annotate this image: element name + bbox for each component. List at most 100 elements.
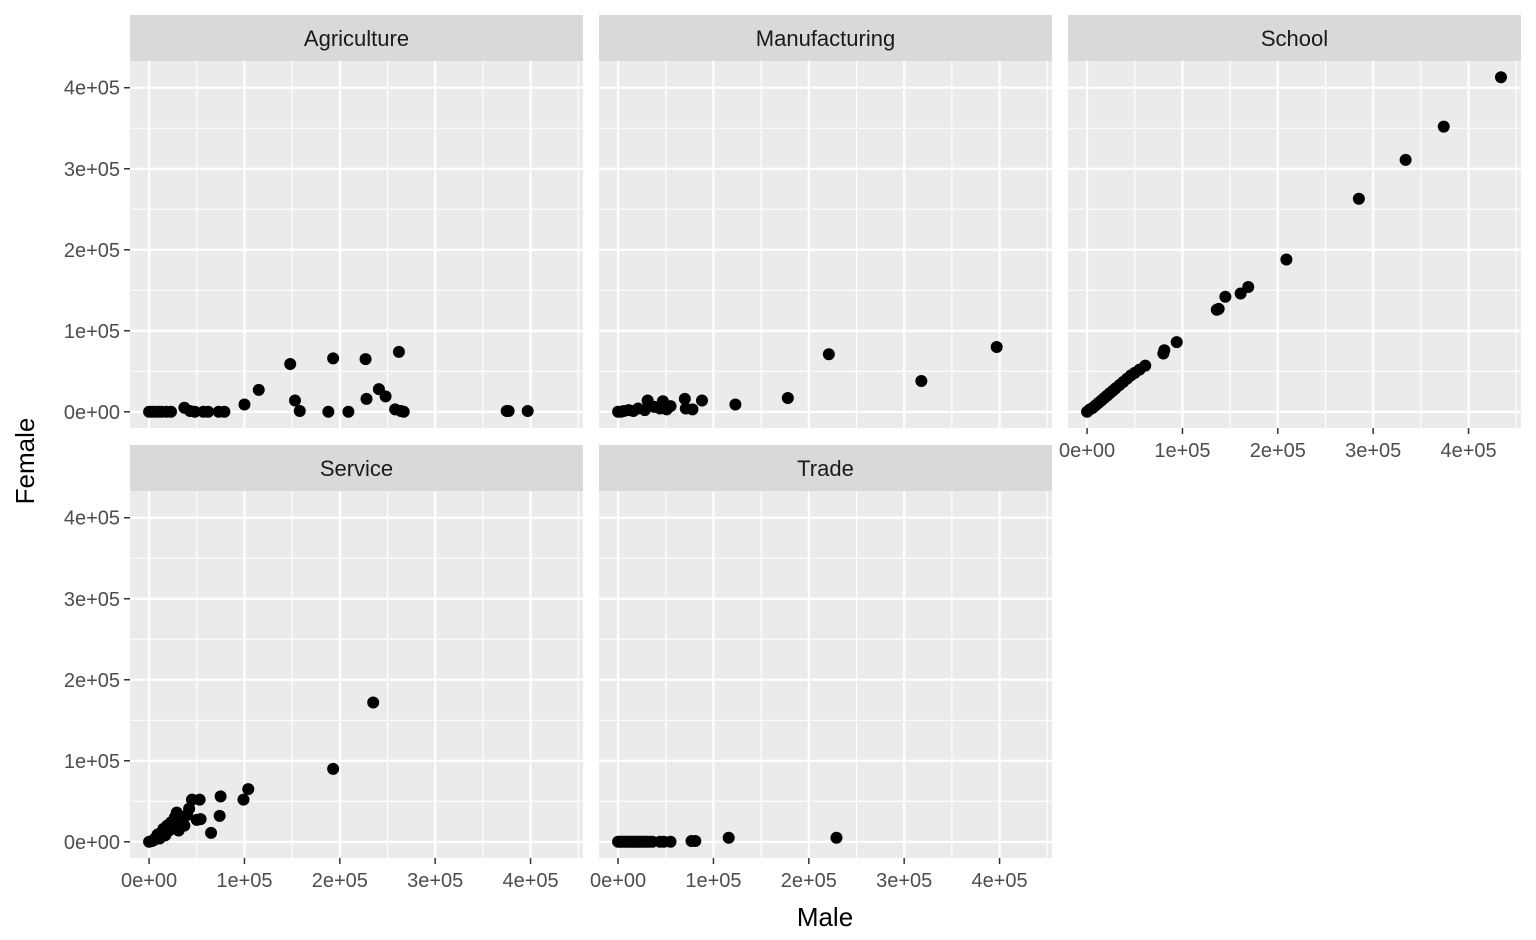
- data-point: [193, 793, 206, 806]
- x-tick-label: 2e+05: [1250, 440, 1306, 462]
- data-point: [729, 398, 742, 411]
- data-point: [1399, 153, 1412, 166]
- data-point: [664, 835, 677, 848]
- data-point: [1494, 71, 1507, 84]
- grid-lines: [599, 61, 1052, 428]
- data-point: [1219, 290, 1232, 303]
- data-point: [689, 834, 702, 847]
- x-tick-label: 0e+00: [121, 870, 177, 892]
- data-point: [781, 392, 794, 405]
- data-point: [342, 405, 355, 418]
- data-point: [1280, 253, 1293, 266]
- x-tick-label: 4e+05: [502, 870, 558, 892]
- data-point: [327, 762, 340, 775]
- data-point: [678, 392, 691, 405]
- data-point: [638, 404, 651, 417]
- facet-strip-trade: [599, 445, 1052, 491]
- x-tick-label: 2e+05: [312, 870, 368, 892]
- data-point: [327, 352, 340, 365]
- data-point: [830, 831, 843, 844]
- data-point: [1242, 281, 1255, 294]
- data-point: [165, 405, 178, 418]
- y-axis-agriculture: 0e+00 1e+05 2e+05 3e+05 4e+05: [64, 78, 130, 424]
- x-tick-label: 4e+05: [1440, 440, 1496, 462]
- data-point: [213, 809, 226, 822]
- data-point: [242, 783, 255, 796]
- y-axis-service: 0e+00 1e+05 2e+05 3e+05 4e+05: [64, 508, 130, 854]
- data-point: [990, 340, 1003, 353]
- grid-lines: [130, 61, 583, 428]
- x-tick-label: 0e+00: [590, 870, 646, 892]
- facet-strip-agriculture: [130, 15, 583, 61]
- y-tick-label: 1e+05: [64, 321, 120, 343]
- y-tick-label: 2e+05: [64, 240, 120, 262]
- data-point: [284, 357, 297, 370]
- facet-strip-service: [130, 445, 583, 491]
- grid-lines: [599, 491, 1052, 858]
- data-point: [214, 790, 227, 803]
- data-point: [1437, 120, 1450, 133]
- x-tick-label: 4e+05: [971, 870, 1027, 892]
- data-point: [1170, 336, 1183, 349]
- facet-strip-school: [1068, 15, 1521, 61]
- data-point: [237, 793, 250, 806]
- data-point: [1212, 302, 1225, 315]
- x-tick-label: 1e+05: [685, 870, 741, 892]
- x-tick-label: 3e+05: [876, 870, 932, 892]
- facet-panel-school: School 0e+00 1e+05 2e+05 3e+05 4e+05: [1059, 15, 1521, 462]
- data-point: [288, 394, 301, 407]
- facet-panels: Agriculture 0e+00 1e+05 2e+05 3e+05 4e+05 Manu…: [64, 15, 1521, 892]
- facet-strip-label: Agriculture: [304, 26, 409, 51]
- points-manufacturing: [612, 340, 1003, 418]
- data-point: [686, 403, 699, 416]
- data-point: [293, 404, 306, 417]
- facet-strip-label: Trade: [797, 456, 854, 481]
- data-point: [359, 353, 372, 366]
- data-point: [360, 392, 373, 405]
- y-tick-label: 1e+05: [64, 751, 120, 773]
- facet-strip-label: School: [1261, 26, 1328, 51]
- panel-background: [130, 61, 583, 428]
- facet-strip-manufacturing: [599, 15, 1052, 61]
- data-point: [194, 813, 207, 826]
- data-point: [367, 696, 380, 709]
- data-point: [695, 394, 708, 407]
- facet-panel-trade: Trade 0e+00 1e+05 2e+05 3e+05 4e+05: [590, 445, 1052, 892]
- x-tick-label: 2e+05: [781, 870, 837, 892]
- x-tick-label: 1e+05: [1154, 440, 1210, 462]
- data-point: [379, 390, 392, 403]
- data-point: [915, 375, 928, 388]
- y-tick-label: 2e+05: [64, 670, 120, 692]
- data-point: [397, 405, 410, 418]
- facet-panel-service: Service 0e+00 1e+05 2e+05 3e+05 4e+05 0e+00 1e+…: [64, 445, 583, 892]
- data-point: [1352, 192, 1365, 205]
- data-point: [1158, 344, 1171, 357]
- x-axis-trade: 0e+00 1e+05 2e+05 3e+05 4e+05: [590, 858, 1028, 892]
- data-point: [205, 826, 218, 839]
- data-point: [218, 405, 231, 418]
- x-tick-label: 3e+05: [407, 870, 463, 892]
- facet-panel-agriculture: Agriculture 0e+00 1e+05 2e+05 3e+05 4e+05: [64, 15, 583, 428]
- points-agriculture: [143, 345, 534, 418]
- facet-strip-label: Service: [320, 456, 393, 481]
- panel-background: [130, 491, 583, 858]
- points-school: [1081, 71, 1507, 418]
- data-point: [722, 831, 735, 844]
- x-tick-label: 1e+05: [216, 870, 272, 892]
- data-point: [521, 404, 534, 417]
- facet-strip-label: Manufacturing: [756, 26, 895, 51]
- data-point: [322, 405, 335, 418]
- x-tick-label: 3e+05: [1345, 440, 1401, 462]
- x-axis-service: 0e+00 1e+05 2e+05 3e+05 4e+05: [121, 858, 559, 892]
- panel-background: [599, 491, 1052, 858]
- y-tick-label: 4e+05: [64, 508, 120, 530]
- data-point: [202, 405, 215, 418]
- y-tick-label: 3e+05: [64, 159, 120, 181]
- facet-panel-manufacturing: Manufacturing: [599, 15, 1052, 428]
- data-point: [178, 819, 191, 832]
- x-axis-title: Male: [797, 902, 853, 932]
- y-tick-label: 3e+05: [64, 589, 120, 611]
- data-point: [502, 404, 515, 417]
- x-tick-label: 0e+00: [1059, 440, 1115, 462]
- data-point: [822, 348, 835, 361]
